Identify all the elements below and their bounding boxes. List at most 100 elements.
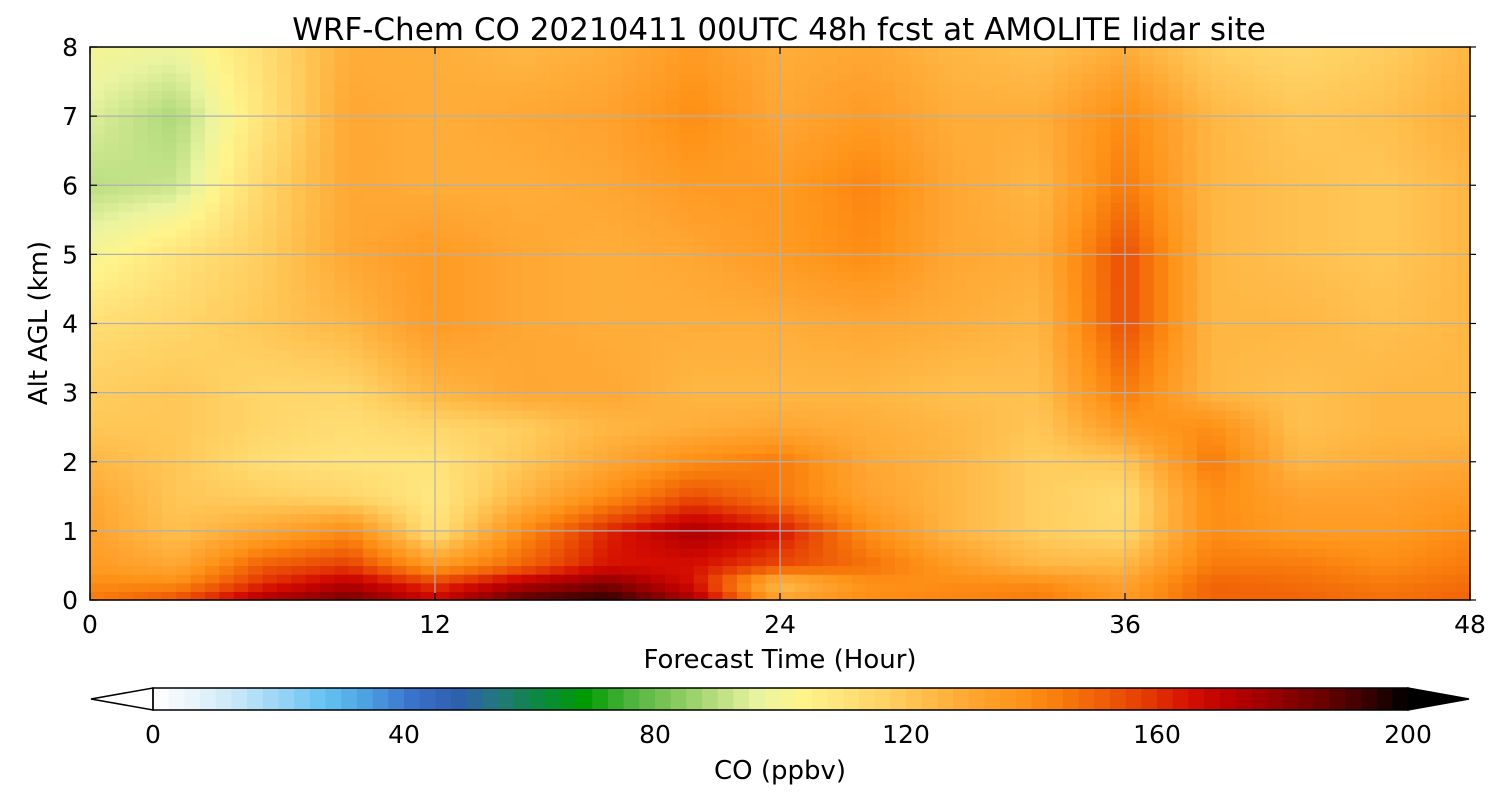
heatmap-cell <box>607 409 623 420</box>
heatmap-cell <box>506 444 522 454</box>
heatmap-cell <box>578 323 594 333</box>
heatmap-cell <box>1455 254 1471 264</box>
heatmap-cell <box>147 591 163 601</box>
heatmap-cell <box>291 574 307 584</box>
heatmap-cell <box>420 582 436 592</box>
heatmap-cell <box>90 461 105 471</box>
heatmap-cell <box>348 366 364 376</box>
heatmap-cell <box>736 383 752 394</box>
heatmap-cell <box>1412 496 1428 506</box>
heatmap-cell <box>952 288 968 299</box>
heatmap-cell <box>636 332 652 342</box>
heatmap-cell <box>880 565 896 575</box>
heatmap-cell <box>190 211 206 221</box>
heatmap-cell <box>550 288 565 299</box>
heatmap-cell <box>866 211 882 221</box>
heatmap-cell <box>751 150 767 160</box>
heatmap-cell <box>550 185 565 195</box>
heatmap-cell <box>1110 349 1126 359</box>
heatmap-cell <box>636 383 652 394</box>
heatmap-cell <box>550 297 565 307</box>
heatmap-cell <box>1311 418 1327 428</box>
heatmap-cell <box>607 392 623 402</box>
heatmap-cell <box>1326 453 1342 463</box>
heatmap-cell <box>1297 297 1313 307</box>
heatmap-cell <box>909 349 925 359</box>
heatmap-cell <box>550 245 565 255</box>
heatmap-cell <box>1455 375 1471 385</box>
heatmap-cell <box>320 349 335 359</box>
heatmap-cell <box>851 358 867 368</box>
heatmap-cell <box>506 427 522 437</box>
heatmap-cell <box>1398 409 1414 420</box>
heatmap-cell <box>1010 383 1025 394</box>
heatmap-cell <box>1067 496 1083 506</box>
heatmap-cell <box>564 254 580 264</box>
heatmap-cell <box>981 332 997 342</box>
heatmap-cell <box>794 254 810 264</box>
heatmap-cell <box>1081 504 1097 515</box>
heatmap-cell <box>1355 565 1370 575</box>
heatmap-cell <box>1355 211 1370 221</box>
heatmap-cell <box>1297 280 1313 290</box>
heatmap-cell <box>895 556 910 567</box>
heatmap-cell <box>1369 176 1385 186</box>
heatmap-cell <box>1268 565 1284 575</box>
heatmap-cell <box>449 176 465 186</box>
heatmap-cell <box>564 409 580 420</box>
heatmap-cell <box>765 228 781 238</box>
heatmap-cell <box>1441 539 1457 549</box>
heatmap-cell <box>1067 176 1083 186</box>
heatmap-cell <box>923 288 939 299</box>
heatmap-cell <box>90 383 105 394</box>
heatmap-cell <box>291 427 307 437</box>
heatmap-cell <box>909 150 925 160</box>
heatmap-cell <box>463 228 479 238</box>
heatmap-cell <box>851 193 867 204</box>
heatmap-cell <box>147 288 163 299</box>
heatmap-cell <box>693 185 709 195</box>
heatmap-cell <box>1426 332 1442 342</box>
heatmap-cell <box>420 340 436 351</box>
heatmap-cell <box>1326 383 1342 394</box>
heatmap-cell <box>90 470 105 480</box>
heatmap-cell <box>621 167 637 178</box>
heatmap-cell <box>1125 332 1140 342</box>
heatmap-cell <box>578 228 594 238</box>
heatmap-cell <box>1441 271 1457 281</box>
heatmap-cell <box>1398 565 1414 575</box>
heatmap-cell <box>1225 263 1241 273</box>
heatmap-cell <box>1326 332 1342 342</box>
heatmap-cell <box>478 418 494 428</box>
heatmap-cell <box>722 392 738 402</box>
heatmap-cell <box>1311 349 1327 359</box>
heatmap-cell <box>722 409 738 420</box>
heatmap-cell <box>363 565 379 575</box>
heatmap-cell <box>708 453 724 463</box>
heatmap-cell <box>1283 228 1299 238</box>
heatmap-cell <box>981 167 997 178</box>
heatmap-cell <box>435 461 450 471</box>
heatmap-cell <box>348 409 364 420</box>
heatmap-cell <box>1096 150 1112 160</box>
heatmap-cell <box>1225 513 1241 523</box>
heatmap-cell <box>981 530 997 541</box>
heatmap-cell <box>751 358 767 368</box>
heatmap-cell <box>291 193 307 204</box>
heatmap-cell <box>593 280 609 290</box>
heatmap-cell <box>966 435 982 446</box>
heatmap-cell <box>1024 271 1040 281</box>
heatmap-cell <box>176 237 192 247</box>
heatmap-cell <box>492 435 508 446</box>
heatmap-cell <box>995 280 1011 290</box>
heatmap-cell <box>1038 383 1054 394</box>
heatmap-cell <box>1182 150 1198 160</box>
heatmap-cell <box>305 401 321 411</box>
heatmap-cell <box>1168 288 1184 299</box>
heatmap-cell <box>1053 591 1069 601</box>
heatmap-cell <box>823 392 839 402</box>
heatmap-cell <box>1326 280 1342 290</box>
heatmap-cell <box>607 280 623 290</box>
heatmap-cell <box>1010 159 1025 169</box>
heatmap-cell <box>765 193 781 204</box>
